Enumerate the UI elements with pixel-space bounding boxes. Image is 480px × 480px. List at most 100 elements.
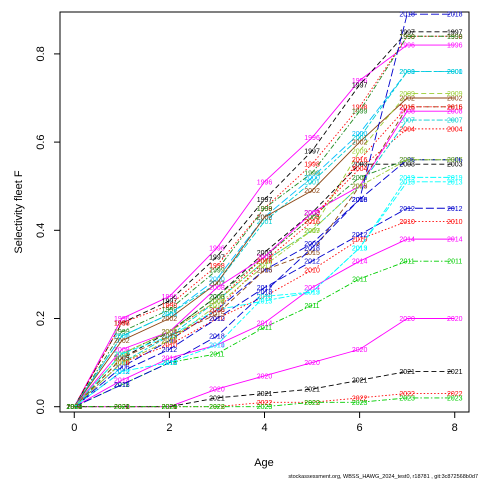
data-point-label: 2023: [352, 400, 368, 407]
data-point-label: 2012: [304, 259, 320, 266]
data-point-label: 2001: [447, 69, 463, 76]
data-point-label: 2017: [257, 263, 273, 270]
data-point-label: 2020: [447, 316, 463, 323]
data-point-label: 2022: [209, 404, 225, 411]
data-point-label: 2010: [162, 342, 178, 349]
y-tick-label: 0.8: [35, 46, 47, 61]
data-point-label: 2004: [114, 351, 130, 358]
data-point-label: 2000: [352, 131, 368, 138]
data-point-label: 2008: [304, 210, 320, 217]
series-2001: 2001 2001 2001 2001 2001 2001 2001 2001 2001: [66, 69, 462, 411]
series-line: [73, 44, 455, 407]
data-point-label: 2006: [352, 197, 368, 204]
y-axis-label: Selectivity fleet F: [13, 170, 25, 253]
data-point-label: 2015: [304, 250, 320, 257]
data-point-label: 2014: [162, 356, 178, 363]
series-line: [73, 106, 455, 408]
data-point-label: 2019: [66, 404, 82, 411]
data-point-label: 2012: [399, 206, 415, 213]
data-point-label: 2012: [66, 404, 82, 411]
data-point-label: 2008: [114, 347, 130, 354]
data-point-label: 2006: [304, 241, 320, 248]
series-line: [73, 35, 455, 407]
data-point-label: 2013: [162, 334, 178, 341]
data-point-label: 2011: [162, 360, 177, 367]
data-point-label: 2015: [162, 334, 178, 341]
data-point-label: 2023: [209, 404, 225, 411]
series-2019: 2019 2019 2019 2019 2019 2019 2019 2019 2019: [66, 175, 462, 411]
data-point-label: 2012: [114, 369, 130, 376]
data-point-label: 2004: [162, 329, 178, 336]
data-point-label: 2017: [304, 228, 320, 235]
data-point-label: 2013: [66, 404, 82, 411]
data-point-label: 1998: [399, 34, 415, 41]
data-point-label: 2004: [209, 298, 225, 305]
data-point-label: 1997: [114, 320, 130, 327]
data-point-label: 2005: [257, 254, 273, 261]
data-point-label: 2014: [399, 237, 415, 244]
data-point-label: 2018: [114, 382, 130, 389]
x-tick-label: 2: [166, 422, 172, 434]
data-point-label: 2009: [257, 259, 273, 266]
data-point-label: 1999: [257, 206, 273, 213]
data-point-label: 2009: [352, 148, 368, 155]
data-point-label: 2001: [209, 281, 225, 288]
data-point-label: 2009: [447, 91, 463, 98]
data-point-label: 2011: [257, 325, 272, 332]
data-point-label: 2019: [162, 360, 178, 367]
data-point-label: 2004: [66, 404, 82, 411]
data-point-label: 2010: [447, 219, 463, 226]
y-tick-label: 0.0: [35, 399, 47, 414]
data-point-label: 2015: [209, 312, 225, 319]
data-point-label: 2015: [352, 184, 368, 191]
data-point-label: 2009: [114, 351, 130, 358]
data-point-label: 2002: [399, 95, 415, 102]
data-point-label: 1999: [114, 329, 130, 336]
series-line: [73, 159, 455, 408]
data-point-label: 2022: [162, 404, 178, 411]
data-point-label: 2011: [209, 351, 224, 358]
data-point-label: 2003: [209, 294, 225, 301]
series-2008: 2008 2008 2008 2008 2008 2008 2008 2008 2008: [66, 109, 462, 411]
data-point-label: 2018: [399, 12, 415, 19]
series-line: [74, 397, 455, 408]
data-point-label: 1996: [66, 404, 82, 411]
series-line: [74, 260, 455, 408]
data-point-label: 2003: [304, 210, 320, 217]
data-point-label: 2018: [304, 245, 320, 252]
data-point-label: 2018: [209, 334, 225, 341]
data-point-label: 2020: [257, 373, 273, 380]
data-point-label: 2017: [352, 184, 368, 191]
data-point-label: 2005: [114, 351, 130, 358]
data-point-label: 2009: [162, 329, 178, 336]
series-2017: 2017 2017 2017 2017 2017 2017 2017 2017 2017: [66, 157, 462, 411]
series-2023: 2023 2023 2023 2023 2023 2023 2023 2023 2023: [66, 395, 462, 411]
data-point-label: 2011: [400, 259, 415, 266]
series-2014: 2014 2014 2014 2014 2014 2014 2014 2014 2014: [66, 237, 462, 412]
data-point-label: 2005: [399, 157, 415, 164]
data-point-label: 2014: [352, 259, 368, 266]
y-axis: 0.0 0.2 0.4 0.6 0.8: [35, 46, 60, 414]
data-point-label: 2001: [66, 404, 82, 411]
data-point-label: 1996: [114, 316, 130, 323]
data-point-label: 1997: [352, 82, 368, 89]
data-point-label: 2013: [114, 351, 130, 358]
data-point-label: 1996: [257, 179, 273, 186]
data-point-label: 2009: [66, 404, 82, 411]
data-point-label: 2016: [209, 307, 225, 314]
data-point-label: 2016: [114, 360, 130, 367]
data-point-label: 2023: [257, 404, 273, 411]
data-point-label: 2021: [447, 369, 463, 376]
series-2012: 2012 2012 2012 2012 2012 2012 2012 2012 2012: [66, 206, 462, 411]
data-point-label: 2006: [114, 365, 130, 372]
data-point-label: 2004: [447, 126, 463, 133]
data-point-label: 1996: [399, 43, 415, 50]
data-point-label: 2023: [447, 395, 463, 402]
data-point-label: 1999: [162, 307, 178, 314]
data-point-label: 2005: [66, 404, 82, 411]
data-point-label: 2000: [257, 215, 273, 222]
data-point-label: 2007: [257, 259, 273, 266]
data-point-label: 2014: [257, 320, 273, 327]
series-2015: 2015 2015 2015 2015 2015 2015 2015 2015 2015: [66, 104, 462, 411]
data-point-label: 2016: [66, 404, 82, 411]
